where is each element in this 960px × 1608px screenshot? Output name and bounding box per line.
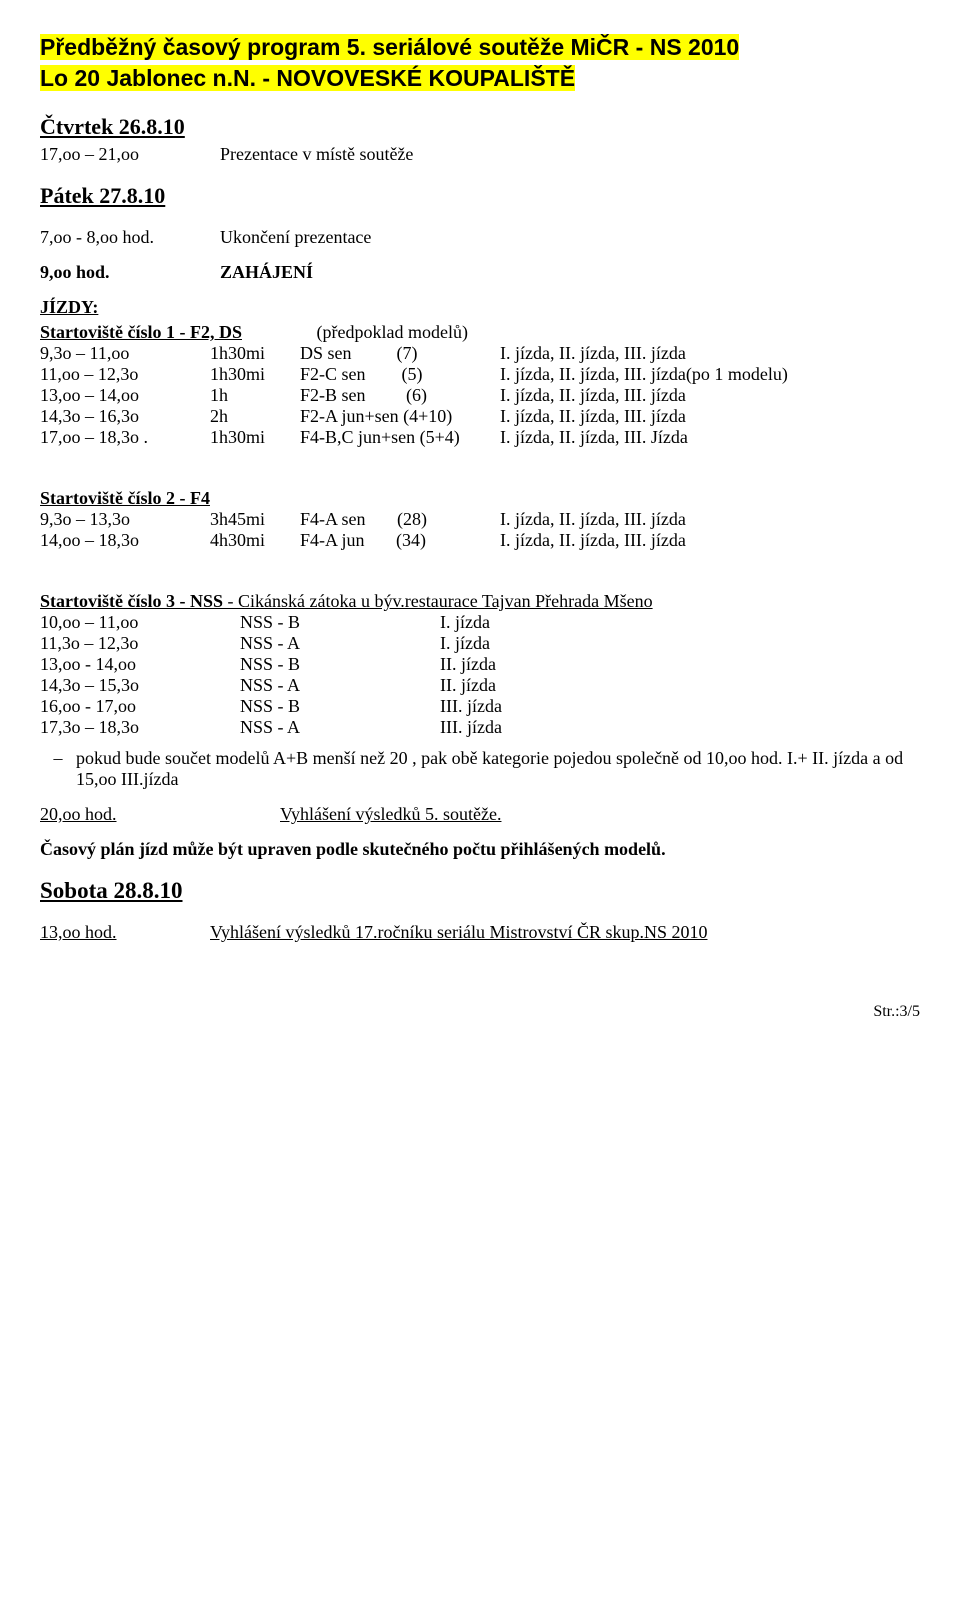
schedule-cell: 17,oo – 18,3o . <box>40 427 210 448</box>
friday-row-1-time: 7,oo - 8,oo hod. <box>40 227 220 248</box>
nss-cell: II. jízda <box>440 654 920 675</box>
document-title: Předběžný časový program 5. seriálové so… <box>40 32 920 94</box>
note-text: pokud bude součet modelů A+B menší než 2… <box>76 748 920 790</box>
schedule-row: 9,3o – 11,oo1h30miDS sen (7)I. jízda, II… <box>40 343 920 364</box>
saturday-time: 13,oo hod. <box>40 922 210 943</box>
nss-row: 11,3o – 12,3oNSS - AI. jízda <box>40 633 920 654</box>
start2-title: Startoviště číslo 2 - F4 <box>40 488 920 509</box>
saturday-row: 13,oo hod. Vyhlášení výsledků 17.ročníku… <box>40 922 920 943</box>
schedule-row: 13,oo – 14,oo1hF2-B sen (6)I. jízda, II.… <box>40 385 920 406</box>
schedule-cell: 14,3o – 16,3o <box>40 406 210 427</box>
schedule-row: 17,oo – 18,3o .1h30miF4-B,C jun+sen (5+4… <box>40 427 920 448</box>
result-text: Vyhlášení výsledků 5. soutěže. <box>280 804 501 825</box>
schedule-cell: F4-A sen (28) <box>300 509 500 530</box>
schedule-cell: 3h45mi <box>210 509 300 530</box>
nss-cell: III. jízda <box>440 696 920 717</box>
schedule-row: 11,oo – 12,3o1h30miF2-C sen (5)I. jízda,… <box>40 364 920 385</box>
start1-note: (předpoklad modelů) <box>316 322 467 342</box>
nss-cell: NSS - B <box>240 612 440 633</box>
start3-title-bold: Startoviště číslo 3 - NSS <box>40 591 223 611</box>
schedule-cell: 14,oo – 18,3o <box>40 530 210 551</box>
start1-rows: 9,3o – 11,oo1h30miDS sen (7)I. jízda, II… <box>40 343 920 448</box>
nss-row: 14,3o – 15,3oNSS - AII. jízda <box>40 675 920 696</box>
nss-cell: NSS - B <box>240 696 440 717</box>
schedule-cell: F4-A jun (34) <box>300 530 500 551</box>
nss-cell: II. jízda <box>440 675 920 696</box>
start3-header: Startoviště číslo 3 - NSS - Cikánská zát… <box>40 591 920 612</box>
schedule-cell: 1h30mi <box>210 364 300 385</box>
schedule-cell: 2h <box>210 406 300 427</box>
start3-rows: 10,oo – 11,ooNSS - BI. jízda11,3o – 12,3… <box>40 612 920 738</box>
title-line-1: Předběžný časový program 5. seriálové so… <box>40 34 739 60</box>
schedule-cell: F4-B,C jun+sen (5+4) <box>300 427 500 448</box>
schedule-cell: F2-B sen (6) <box>300 385 500 406</box>
start1-header: Startoviště číslo 1 - F2, DS (předpoklad… <box>40 322 920 343</box>
note-row: – pokud bude součet modelů A+B menší než… <box>40 748 920 790</box>
schedule-cell: F2-C sen (5) <box>300 364 500 385</box>
schedule-cell: I. jízda, II. jízda, III. jízda <box>500 385 920 406</box>
schedule-cell: 1h <box>210 385 300 406</box>
nss-cell: 14,3o – 15,3o <box>40 675 240 696</box>
note-bullet: – <box>40 748 76 790</box>
schedule-cell: I. jízda, II. jízda, III. jízda <box>500 406 920 427</box>
schedule-cell: 9,3o – 11,oo <box>40 343 210 364</box>
nss-cell: I. jízda <box>440 633 920 654</box>
friday-row-2-time: 9,oo hod. <box>40 262 220 283</box>
schedule-cell: 4h30mi <box>210 530 300 551</box>
schedule-cell: I. jízda, II. jízda, III. jízda <box>500 343 920 364</box>
friday-row-1-text: Ukončení prezentace <box>220 227 920 248</box>
nss-cell: 13,oo - 14,oo <box>40 654 240 675</box>
nss-row: 10,oo – 11,ooNSS - BI. jízda <box>40 612 920 633</box>
result-time: 20,oo hod. <box>40 804 280 825</box>
saturday-title: Sobota 28.8.10 <box>40 878 920 904</box>
schedule-cell: 11,oo – 12,3o <box>40 364 210 385</box>
thursday-row: 17,oo – 21,oo Prezentace v místě soutěže <box>40 144 920 165</box>
friday-title: Pátek 27.8.10 <box>40 183 920 209</box>
schedule-cell: DS sen (7) <box>300 343 500 364</box>
page-footer: Str.:3/5 <box>40 1003 920 1021</box>
friday-row-2: 9,oo hod. ZAHÁJENÍ <box>40 262 920 283</box>
nss-cell: 11,3o – 12,3o <box>40 633 240 654</box>
friday-row-2-text: ZAHÁJENÍ <box>220 262 920 283</box>
schedule-row: 14,oo – 18,3o4h30miF4-A jun (34)I. jízda… <box>40 530 920 551</box>
schedule-cell: I. jízda, II. jízda, III. Jízda <box>500 427 920 448</box>
nss-cell: 17,3o – 18,3o <box>40 717 240 738</box>
result-row: 20,oo hod. Vyhlášení výsledků 5. soutěže… <box>40 804 920 825</box>
nss-row: 13,oo - 14,ooNSS - BII. jízda <box>40 654 920 675</box>
nss-cell: NSS - A <box>240 675 440 696</box>
schedule-cell: 1h30mi <box>210 343 300 364</box>
thursday-time: 17,oo – 21,oo <box>40 144 220 165</box>
plan-note: Časový plán jízd může být upraven podle … <box>40 839 920 860</box>
schedule-row: 9,3o – 13,3o3h45miF4-A sen (28)I. jízda,… <box>40 509 920 530</box>
jizdy-label: JÍZDY: <box>40 297 920 318</box>
nss-cell: III. jízda <box>440 717 920 738</box>
schedule-cell: 1h30mi <box>210 427 300 448</box>
nss-cell: I. jízda <box>440 612 920 633</box>
schedule-cell: F2-A jun+sen (4+10) <box>300 406 500 427</box>
schedule-row: 14,3o – 16,3o2hF2-A jun+sen (4+10)I. jíz… <box>40 406 920 427</box>
thursday-text: Prezentace v místě soutěže <box>220 144 920 165</box>
schedule-cell: I. jízda, II. jízda, III. jízda(po 1 mod… <box>500 364 920 385</box>
start2-rows: 9,3o – 13,3o3h45miF4-A sen (28)I. jízda,… <box>40 509 920 551</box>
saturday-text: Vyhlášení výsledků 17.ročníku seriálu Mi… <box>210 922 708 943</box>
nss-cell: NSS - A <box>240 717 440 738</box>
schedule-cell: 9,3o – 13,3o <box>40 509 210 530</box>
thursday-title: Čtvrtek 26.8.10 <box>40 114 920 140</box>
friday-row-1: 7,oo - 8,oo hod. Ukončení prezentace <box>40 227 920 248</box>
nss-row: 16,oo - 17,ooNSS - BIII. jízda <box>40 696 920 717</box>
nss-cell: NSS - B <box>240 654 440 675</box>
schedule-cell: 13,oo – 14,oo <box>40 385 210 406</box>
schedule-cell: I. jízda, II. jízda, III. jízda <box>500 530 920 551</box>
start3-title-rest: - Cikánská zátoka u býv.restaurace Tajva… <box>223 591 653 611</box>
start1-title: Startoviště číslo 1 - F2, DS <box>40 322 242 342</box>
nss-cell: 16,oo - 17,oo <box>40 696 240 717</box>
nss-row: 17,3o – 18,3oNSS - AIII. jízda <box>40 717 920 738</box>
schedule-cell: I. jízda, II. jízda, III. jízda <box>500 509 920 530</box>
nss-cell: 10,oo – 11,oo <box>40 612 240 633</box>
nss-cell: NSS - A <box>240 633 440 654</box>
title-line-2: Lo 20 Jablonec n.N. - NOVOVESKÉ KOUPALIŠ… <box>40 65 575 91</box>
